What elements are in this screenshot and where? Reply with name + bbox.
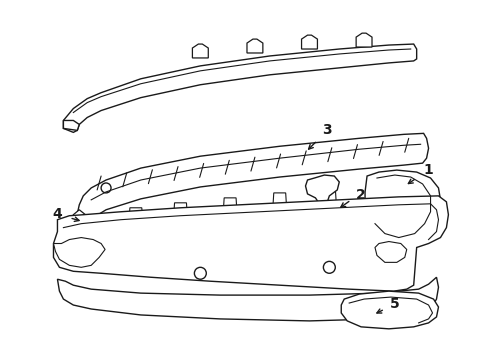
Polygon shape <box>297 228 325 251</box>
Polygon shape <box>341 291 438 329</box>
Polygon shape <box>355 33 371 47</box>
Polygon shape <box>69 210 93 234</box>
Polygon shape <box>63 121 79 130</box>
Polygon shape <box>322 188 336 208</box>
Polygon shape <box>53 196 447 291</box>
Polygon shape <box>53 238 105 267</box>
Polygon shape <box>305 175 341 235</box>
Polygon shape <box>129 208 142 228</box>
Polygon shape <box>246 39 263 53</box>
Polygon shape <box>223 198 237 218</box>
Polygon shape <box>374 242 406 262</box>
Polygon shape <box>371 183 385 203</box>
Polygon shape <box>192 44 208 58</box>
Polygon shape <box>57 277 438 321</box>
Text: 4: 4 <box>53 207 62 221</box>
Text: 3: 3 <box>322 123 331 138</box>
Polygon shape <box>301 35 317 49</box>
Text: 1: 1 <box>423 163 432 177</box>
Polygon shape <box>173 203 187 223</box>
Polygon shape <box>77 133 427 226</box>
Text: 5: 5 <box>389 297 399 311</box>
Polygon shape <box>63 44 416 132</box>
Polygon shape <box>365 170 440 243</box>
Text: 2: 2 <box>355 188 365 202</box>
Polygon shape <box>272 193 286 213</box>
